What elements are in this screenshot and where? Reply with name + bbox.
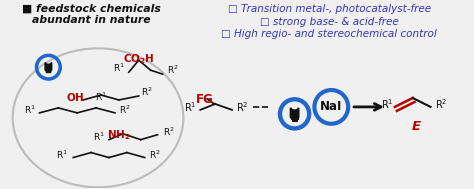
Text: $\mathregular{OH}$: $\mathregular{OH}$ [66,91,84,103]
Text: $\mathregular{R^2}$: $\mathregular{R^2}$ [435,97,447,111]
Text: FG: FG [196,93,214,106]
Text: $\mathregular{R^2}$: $\mathregular{R^2}$ [163,125,174,138]
Text: $\mathregular{R^1}$: $\mathregular{R^1}$ [24,104,36,116]
Text: $\mathregular{R^2}$: $\mathregular{R^2}$ [149,148,160,161]
Text: $\mathregular{R^1}$: $\mathregular{R^1}$ [56,148,68,161]
Text: $\mathregular{R^1}$: $\mathregular{R^1}$ [382,97,394,111]
Text: $\mathregular{CO_2H}$: $\mathregular{CO_2H}$ [123,52,155,66]
Text: $\mathregular{R^2}$: $\mathregular{R^2}$ [119,104,131,116]
Text: NaI: NaI [320,100,343,113]
Text: $\mathregular{R^1}$: $\mathregular{R^1}$ [95,91,107,103]
Text: $\mathregular{R^2}$: $\mathregular{R^2}$ [141,86,153,98]
Text: $\mathregular{R^1}$: $\mathregular{R^1}$ [184,100,196,114]
Text: $\mathregular{R^2}$: $\mathregular{R^2}$ [236,100,248,114]
Text: $\mathregular{NH_2}$: $\mathregular{NH_2}$ [107,128,131,142]
Text: $\mathregular{R^1}$: $\mathregular{R^1}$ [93,130,105,143]
Text: abundant in nature: abundant in nature [32,15,150,25]
Text: $\mathregular{R^1}$: $\mathregular{R^1}$ [113,62,125,74]
Text: □ High regio- and stereochemical control: □ High regio- and stereochemical control [221,29,437,40]
Text: ■ feedstock chemicals: ■ feedstock chemicals [22,4,161,14]
Text: □ strong base- & acid-free: □ strong base- & acid-free [260,17,399,27]
Text: E: E [412,120,421,133]
Text: □ Transition metal-, photocatalyst-free: □ Transition metal-, photocatalyst-free [228,4,431,14]
Text: $\mathregular{R^2}$: $\mathregular{R^2}$ [166,64,178,76]
